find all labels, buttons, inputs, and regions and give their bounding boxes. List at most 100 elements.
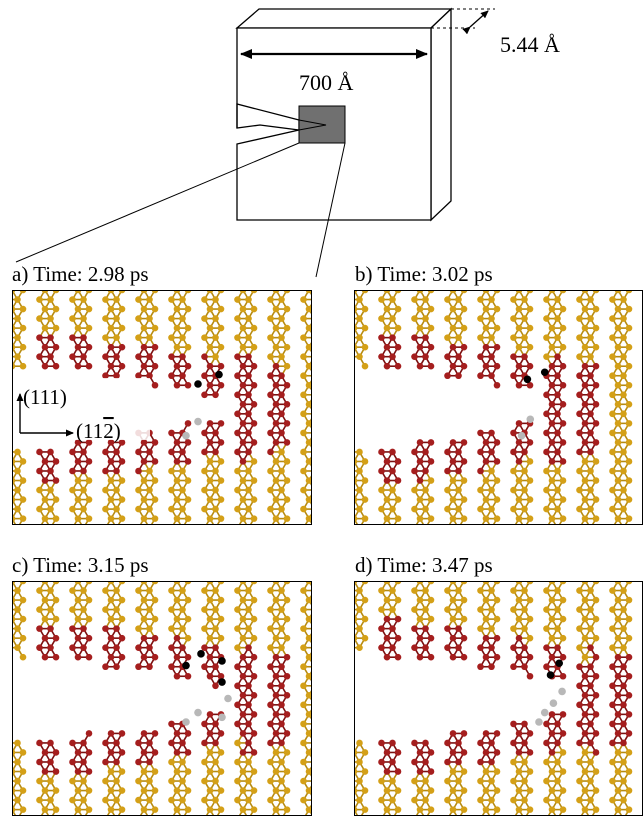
deformed-atom bbox=[278, 720, 285, 728]
bulk-atom bbox=[300, 682, 307, 690]
bulk-atom bbox=[146, 625, 153, 632]
bulk-atom bbox=[300, 448, 307, 456]
atom-bond bbox=[518, 290, 519, 291]
bulk-atom bbox=[422, 606, 429, 613]
deformed-atom bbox=[250, 730, 258, 737]
deformed-atom bbox=[36, 625, 43, 632]
deformed-atom bbox=[201, 644, 208, 651]
deformed-atom bbox=[179, 372, 186, 380]
deformed-atom bbox=[173, 381, 181, 389]
bulk-atom bbox=[135, 625, 142, 632]
bulk-atom bbox=[345, 606, 352, 613]
deformed-atom bbox=[543, 448, 550, 456]
bulk-atom bbox=[300, 505, 307, 513]
bulk-atom bbox=[118, 324, 126, 332]
bulk-atom bbox=[305, 420, 312, 427]
bulk-atom bbox=[444, 334, 451, 341]
bulk-atom bbox=[52, 615, 60, 623]
atom-bond bbox=[354, 307, 355, 310]
bulk-atom bbox=[411, 296, 418, 303]
bulk-atom bbox=[52, 496, 60, 503]
bulk-atom bbox=[361, 615, 369, 623]
bulk-atom bbox=[305, 515, 312, 522]
bulk-atom bbox=[41, 496, 49, 503]
atom-bond bbox=[315, 800, 321, 810]
bulk-atom bbox=[317, 306, 324, 313]
deformed-atom bbox=[140, 749, 148, 756]
bulk-atom bbox=[184, 615, 192, 623]
bulk-atom bbox=[361, 477, 369, 484]
deformed-atom bbox=[74, 768, 82, 775]
atom-bond bbox=[315, 290, 321, 300]
bulk-atom bbox=[278, 505, 285, 513]
panel-background bbox=[12, 581, 312, 816]
bulk-atom bbox=[455, 334, 462, 341]
bulk-atom bbox=[300, 372, 307, 380]
deformed-atom bbox=[283, 711, 291, 718]
panel-c-crack-snapshot bbox=[3, 581, 324, 816]
deformed-atom bbox=[444, 644, 451, 651]
atom-bond bbox=[315, 319, 321, 329]
bulk-atom bbox=[118, 806, 126, 813]
bulk-atom bbox=[85, 596, 93, 604]
deformed-atom bbox=[140, 362, 148, 370]
deformed-atom bbox=[206, 672, 214, 680]
deformed-atom bbox=[234, 663, 241, 671]
bulk-atom bbox=[389, 606, 396, 613]
bulk-atom bbox=[239, 806, 247, 813]
bulk-atom bbox=[311, 277, 318, 284]
atom-bond bbox=[519, 581, 520, 582]
deformed-atom bbox=[85, 458, 93, 465]
bulk-atom bbox=[184, 477, 192, 484]
deformed-atom bbox=[173, 749, 181, 756]
bulk-atom bbox=[581, 653, 589, 661]
bulk-atom bbox=[345, 625, 352, 632]
deformed-atom bbox=[581, 401, 589, 408]
atom-bond bbox=[243, 290, 244, 291]
panel-d-label: d) Time: 3.47 ps bbox=[355, 553, 493, 577]
atom-bond bbox=[12, 752, 13, 755]
deformed-atom bbox=[416, 343, 424, 351]
deformed-atom bbox=[184, 730, 192, 737]
deformed-atom bbox=[587, 372, 594, 380]
bulk-atom bbox=[47, 315, 54, 322]
bulk-atom bbox=[19, 634, 27, 642]
atom-bond bbox=[354, 518, 355, 521]
bulk-atom bbox=[383, 596, 391, 604]
deformed-atom bbox=[212, 739, 219, 747]
deformed-atom bbox=[389, 644, 396, 651]
bulk-atom bbox=[146, 606, 153, 613]
deformed-atom bbox=[151, 749, 159, 756]
bulk-atom bbox=[446, 524, 449, 525]
panel-c-label: c) Time: 3.15 ps bbox=[12, 553, 149, 577]
bulk-atom bbox=[267, 796, 274, 804]
atom-bond bbox=[315, 414, 321, 424]
bulk-atom bbox=[118, 515, 126, 522]
deformed-atom bbox=[201, 391, 208, 399]
bulk-atom bbox=[3, 625, 10, 632]
bulk-atom bbox=[317, 673, 324, 680]
deformed-atom bbox=[234, 391, 241, 399]
deformed-atom bbox=[394, 634, 402, 642]
bulk-atom bbox=[477, 315, 484, 322]
deformed-atom bbox=[587, 429, 594, 437]
bulk-atom bbox=[85, 806, 93, 813]
bulk-atom bbox=[217, 305, 225, 313]
deformed-atom bbox=[250, 672, 258, 680]
deformed-atom bbox=[427, 458, 435, 465]
bulk-atom bbox=[548, 305, 556, 313]
deformed-atom bbox=[510, 448, 517, 456]
bulk-atom bbox=[559, 515, 567, 522]
bulk-atom bbox=[576, 277, 583, 284]
bulk-atom bbox=[411, 315, 418, 322]
deformed-atom bbox=[217, 439, 225, 446]
atom-bond bbox=[286, 581, 287, 582]
deformed-atom bbox=[69, 334, 76, 341]
deformed-atom bbox=[488, 353, 495, 360]
deformed-atom bbox=[267, 372, 274, 380]
deformed-atom bbox=[85, 749, 93, 756]
bulk-atom bbox=[107, 596, 115, 604]
bulk-atom bbox=[206, 458, 214, 465]
bulk-atom bbox=[311, 392, 312, 397]
panel-b-label: b) Time: 3.02 ps bbox=[355, 262, 493, 286]
